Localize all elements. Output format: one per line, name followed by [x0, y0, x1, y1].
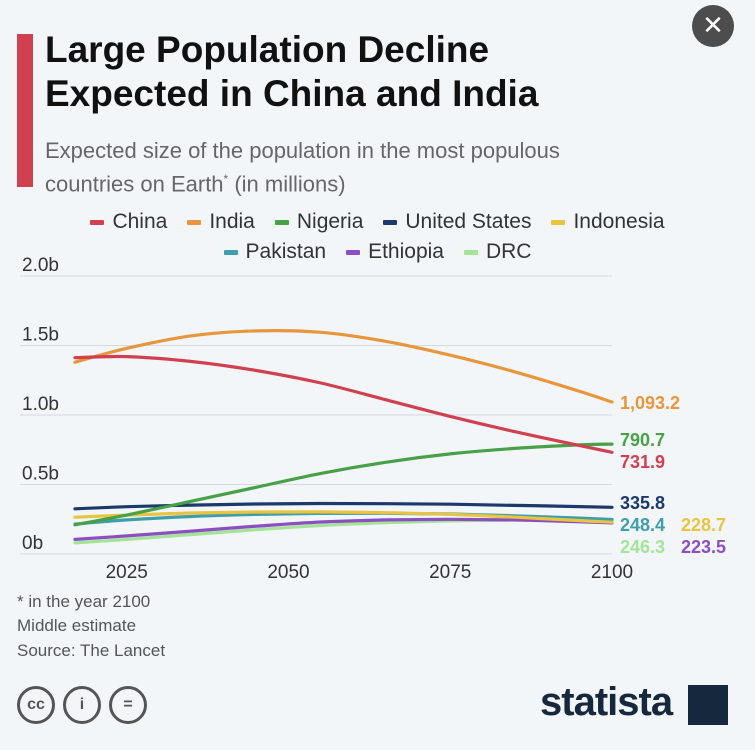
- chart-title: Large Population Decline Expected in Chi…: [45, 28, 645, 116]
- legend-swatch: [187, 219, 202, 225]
- y-tick-label: 1.0b: [22, 394, 59, 415]
- title-line-1: Large Population Decline: [45, 29, 490, 70]
- legend-item-china[interactable]: China: [90, 210, 167, 234]
- legend-label: United States: [405, 210, 532, 233]
- end-label-nigeria: 790.7: [620, 430, 665, 450]
- legend-swatch: [223, 249, 238, 255]
- end-label-china: 731.9: [620, 452, 665, 472]
- attribution-icon-text: i: [79, 696, 85, 713]
- end-label-indonesia: 228.7: [681, 515, 726, 535]
- subtitle-line-1: Expected size of the population in the m…: [45, 138, 560, 163]
- y-tick-label: 0b: [22, 533, 43, 554]
- legend-swatch: [274, 219, 289, 225]
- legend-label: Indonesia: [573, 210, 665, 233]
- end-label-drc: 246.3: [620, 537, 665, 557]
- cc-icon-text: cc: [27, 696, 45, 713]
- footnote-asterisk: * in the year 2100: [17, 592, 151, 611]
- legend-item-india[interactable]: India: [187, 210, 255, 234]
- no-derivatives-icon-text: =: [123, 696, 133, 713]
- legend-item-ethiopia[interactable]: Ethiopia: [346, 240, 444, 264]
- legend-label: DRC: [485, 240, 532, 263]
- statista-logo[interactable]: statista: [540, 680, 673, 724]
- series-line-india: [73, 329, 614, 404]
- subtitle-footnote-mark: *: [223, 172, 229, 186]
- series-line-china: [73, 354, 614, 454]
- series-line-ethiopia: [73, 517, 614, 541]
- y-tick-label: 1.5b: [22, 325, 59, 346]
- legend-item-drc[interactable]: DRC: [463, 240, 532, 264]
- legend-swatch: [551, 219, 566, 225]
- y-tick-label: 0.5b: [22, 464, 59, 485]
- series-line-nigeria: [73, 442, 614, 527]
- subtitle-line-2: countries on Earth* (in millions): [45, 165, 685, 198]
- footnote-estimate: Middle estimate: [17, 616, 137, 635]
- y-tick-label: 2.0b: [22, 255, 59, 276]
- x-tick-label: 2075: [429, 562, 471, 583]
- end-label-india: 1,093.2: [620, 393, 680, 413]
- subtitle-line-2-unit: (in millions): [228, 171, 346, 197]
- subtitle-line-2-text: countries on Earth: [45, 171, 224, 197]
- no-derivatives-icon[interactable]: =: [109, 686, 147, 724]
- legend-label: Ethiopia: [368, 240, 444, 263]
- legend-label: Pakistan: [245, 240, 327, 263]
- cc-license-icon[interactable]: cc: [17, 686, 55, 724]
- legend-label: China: [112, 210, 168, 233]
- legend-row-2: Pakistan Ethiopia DRC: [0, 240, 755, 264]
- x-tick-label: 2050: [267, 562, 309, 583]
- close-icon: ✕: [702, 10, 724, 40]
- source-note: Source: The Lancet: [17, 641, 166, 660]
- legend-swatch: [90, 219, 105, 225]
- series-line-drc: [73, 518, 614, 545]
- series-line-indonesia: [73, 510, 614, 524]
- legend-swatch: [463, 249, 478, 255]
- legend-label: Nigeria: [296, 210, 364, 233]
- x-tick-label: 2100: [591, 562, 633, 583]
- legend-swatch: [383, 219, 398, 225]
- end-label-ethiopia: 223.5: [681, 537, 726, 557]
- legend-item-indonesia[interactable]: Indonesia: [551, 210, 665, 234]
- legend-item-pakistan[interactable]: Pakistan: [223, 240, 327, 264]
- legend-item-united-states[interactable]: United States: [383, 210, 531, 234]
- end-label-pakistan: 248.4: [620, 515, 665, 535]
- x-tick-label: 2025: [106, 562, 148, 583]
- legend-row-1: China India Nigeria United States Indonesia: [0, 210, 755, 234]
- legend-label: India: [209, 210, 255, 233]
- legend-item-nigeria[interactable]: Nigeria: [274, 210, 364, 234]
- title-accent-bar: [17, 34, 33, 187]
- title-line-2: Expected in China and India: [45, 73, 539, 114]
- attribution-icon[interactable]: i: [63, 686, 101, 724]
- chart-subtitle: Expected size of the population in the m…: [45, 136, 685, 198]
- end-label-united-states: 335.8: [620, 493, 665, 513]
- statista-logo-mark: [688, 685, 728, 725]
- legend-swatch: [346, 249, 361, 255]
- close-button[interactable]: ✕: [692, 5, 734, 47]
